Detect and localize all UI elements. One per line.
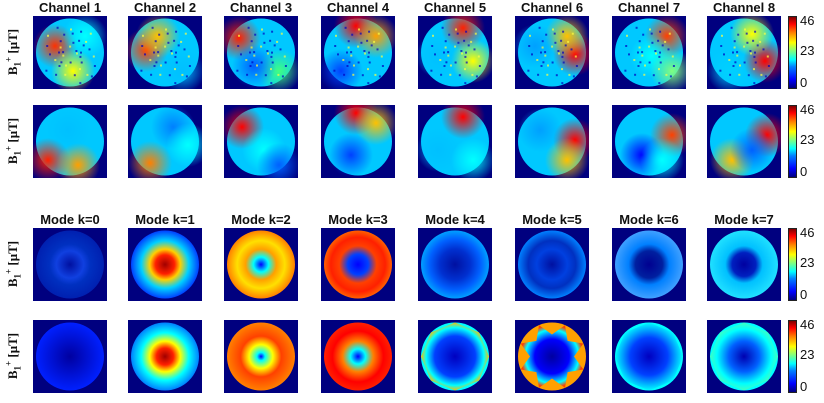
- channel-title: Channel 2: [133, 0, 197, 15]
- channel-title: Channel 1: [38, 0, 102, 15]
- colorbar-tick-label: 0: [800, 287, 808, 302]
- ylabel-text: B1+ [μT]: [3, 240, 23, 288]
- channel-measured-map: [321, 16, 395, 89]
- channel-simulated-map: [707, 105, 781, 178]
- mode-title: Mode k=4: [425, 212, 485, 227]
- colorbar-1: [788, 16, 797, 89]
- channel-title: Channel 5: [423, 0, 487, 15]
- row-label-1: B1+ [μT]: [2, 16, 24, 89]
- mode-simulated-map: [33, 320, 107, 393]
- channel-simulated-map: [33, 105, 107, 178]
- channel-simulated-map: [515, 105, 589, 178]
- mode-title: Mode k=0: [40, 212, 100, 227]
- mode-simulated-map: [321, 320, 395, 393]
- channel-measured-map: [224, 16, 298, 89]
- channel-measured-map: [515, 16, 589, 89]
- colorbar-tick-label: 46: [800, 13, 815, 28]
- colorbar-tick-label: 0: [800, 164, 808, 179]
- channel-title: Channel 7: [617, 0, 681, 15]
- channel-measured-map: [707, 16, 781, 89]
- colorbar-tick-label: 23: [800, 132, 815, 147]
- channel-title: Channel 4: [326, 0, 390, 15]
- channel-simulated-map: [224, 105, 298, 178]
- ylabel-text: B1+ [μT]: [3, 332, 23, 380]
- mode-measured-map: [224, 228, 298, 301]
- colorbar-tick-label: 23: [800, 255, 815, 270]
- channel-measured-map: [612, 16, 686, 89]
- colorbar-3: [788, 228, 797, 301]
- channel-simulated-map: [418, 105, 492, 178]
- mode-measured-map: [612, 228, 686, 301]
- channel-simulated-map: [128, 105, 202, 178]
- mode-simulated-map: [707, 320, 781, 393]
- colorbar-tick-label: 0: [800, 75, 808, 90]
- mode-measured-map: [707, 228, 781, 301]
- mode-simulated-map: [612, 320, 686, 393]
- colorbar-tick-label: 0: [800, 379, 808, 394]
- mode-title: Mode k=2: [231, 212, 291, 227]
- mode-title: Mode k=5: [522, 212, 582, 227]
- channel-measured-map: [128, 16, 202, 89]
- channel-measured-map: [33, 16, 107, 89]
- mode-measured-map: [515, 228, 589, 301]
- mode-measured-map: [321, 228, 395, 301]
- mode-title: Mode k=3: [328, 212, 388, 227]
- ylabel-text: B1+ [μT]: [3, 28, 23, 76]
- mode-simulated-map: [515, 320, 589, 393]
- channel-measured-map: [418, 16, 492, 89]
- channel-simulated-map: [612, 105, 686, 178]
- mode-measured-map: [128, 228, 202, 301]
- colorbar-4: [788, 320, 797, 393]
- channel-simulated-map: [321, 105, 395, 178]
- row-label-2: B1+ [μT]: [2, 105, 24, 178]
- row-label-3: B1+ [μT]: [2, 228, 24, 301]
- channel-title: Channel 6: [520, 0, 584, 15]
- colorbar-tick-label: 46: [800, 317, 815, 332]
- mode-title: Mode k=7: [714, 212, 774, 227]
- row-label-4: B1+ [μT]: [2, 320, 24, 393]
- mode-simulated-map: [418, 320, 492, 393]
- mode-measured-map: [418, 228, 492, 301]
- colorbar-tick-label: 46: [800, 102, 815, 117]
- mode-measured-map: [33, 228, 107, 301]
- mode-title: Mode k=1: [135, 212, 195, 227]
- channel-title: Channel 3: [229, 0, 293, 15]
- mode-simulated-map: [128, 320, 202, 393]
- colorbar-tick-label: 46: [800, 225, 815, 240]
- colorbar-tick-label: 23: [800, 347, 815, 362]
- mode-title: Mode k=6: [619, 212, 679, 227]
- channel-title: Channel 8: [712, 0, 776, 15]
- ylabel-text: B1+ [μT]: [3, 117, 23, 165]
- colorbar-tick-label: 23: [800, 43, 815, 58]
- mode-simulated-map: [224, 320, 298, 393]
- colorbar-2: [788, 105, 797, 178]
